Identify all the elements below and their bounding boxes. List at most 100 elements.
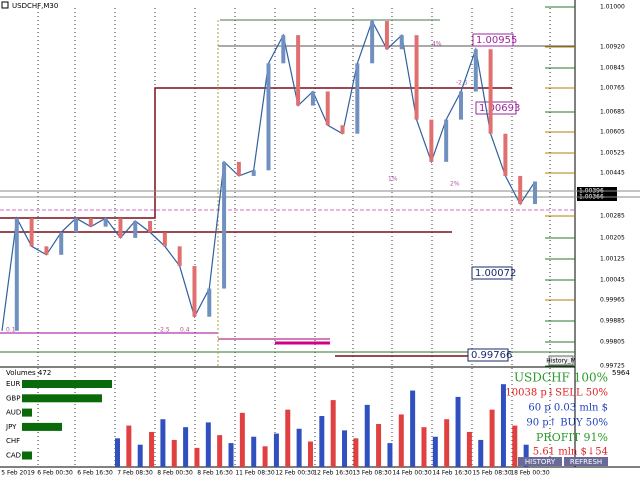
price-label: 1.00845 xyxy=(600,65,625,72)
price-label: 1.01000 xyxy=(600,4,625,11)
volume-bar xyxy=(330,400,336,467)
candle xyxy=(429,119,434,162)
price-label: 1.00685 xyxy=(600,109,625,116)
volume-bar xyxy=(273,433,279,467)
price-label: 1.00205 xyxy=(600,235,625,242)
candle xyxy=(414,35,419,120)
price-label: 1.00765 xyxy=(600,85,625,92)
volume-bar xyxy=(319,416,325,467)
volume-bar xyxy=(296,428,302,467)
candle xyxy=(222,161,227,289)
time-label: 15 Feb 08:30 xyxy=(472,470,512,477)
panel-buy: 90 p↑ BUY 50% xyxy=(526,418,608,429)
price-label: 1.00445 xyxy=(600,170,625,177)
volume-bar xyxy=(410,390,416,467)
level-label: 1.00072 xyxy=(475,268,516,279)
strength-bar xyxy=(22,451,32,460)
window-title: USDCHF,M30 xyxy=(12,2,58,10)
panel-lots2: 5.61 mln $↓54 xyxy=(533,447,608,458)
time-label: 8 Feb 16:30 xyxy=(197,470,233,477)
strength-bar xyxy=(22,394,102,403)
volume-bar xyxy=(478,439,484,467)
volume-bar xyxy=(455,396,461,467)
small-label: 0.4 xyxy=(180,327,190,334)
volume-bar xyxy=(398,414,404,467)
volume-bar xyxy=(376,423,382,467)
volume-bar xyxy=(137,444,143,467)
candle xyxy=(103,218,108,227)
panel-button[interactable] xyxy=(518,457,562,466)
candle xyxy=(74,218,79,233)
currency: EUR xyxy=(6,380,21,388)
panel-lots1: 60 p 0.03 mln $ xyxy=(528,403,608,414)
candle xyxy=(533,181,537,205)
symbol-icon xyxy=(1,1,9,9)
candle xyxy=(444,119,449,162)
time-label: 12 Feb 00:30 xyxy=(275,470,315,477)
candle xyxy=(88,218,93,227)
time-label: 14 Feb 00:30 xyxy=(392,470,432,477)
time-label: 11 Feb 08:30 xyxy=(235,470,275,477)
candle xyxy=(133,220,138,238)
level-line xyxy=(0,87,512,219)
candle xyxy=(384,21,389,50)
price-label: 0.99965 xyxy=(600,297,625,304)
volume-bar xyxy=(500,384,506,467)
price-label: 1.00285 xyxy=(600,213,625,220)
time-label: 6 Feb 00:30 xyxy=(37,470,73,477)
button-label: HISTORY xyxy=(525,458,556,466)
candle xyxy=(370,21,375,64)
volume-bar xyxy=(205,422,211,467)
candle xyxy=(473,49,478,92)
volume-bar xyxy=(523,444,529,467)
candle xyxy=(29,218,34,247)
history-button[interactable] xyxy=(548,355,574,366)
level-label: 0.99766 xyxy=(471,350,512,361)
candle xyxy=(148,220,153,233)
candle xyxy=(296,35,301,106)
volume-bar xyxy=(160,419,166,467)
candle xyxy=(14,218,19,331)
candle xyxy=(207,288,212,317)
currency: JPY xyxy=(5,423,17,431)
price-label: 1.00525 xyxy=(600,150,625,157)
candle xyxy=(281,35,286,64)
price-label: 1.00605 xyxy=(600,129,625,136)
level-label: 1.00955 xyxy=(476,35,517,46)
small-label: 1% xyxy=(388,176,398,183)
volume-axis-top: 5964 xyxy=(612,369,630,377)
volume-bar xyxy=(115,438,120,467)
candle xyxy=(162,232,167,247)
price-label: 1.00125 xyxy=(600,256,625,263)
currency: CHF xyxy=(6,437,20,445)
level-box xyxy=(467,348,509,362)
volume-bar xyxy=(353,438,359,467)
time-label: 5 Feb 2019 xyxy=(1,470,35,477)
volume-bar xyxy=(466,431,472,467)
price-label: 0.99725 xyxy=(600,363,625,370)
candle xyxy=(177,246,182,267)
panel-sell: 10038 p↓SELL 50% xyxy=(505,388,608,399)
currency: AUD xyxy=(6,409,21,417)
volume-bar xyxy=(489,409,495,467)
candle xyxy=(325,91,330,126)
candle xyxy=(355,63,360,134)
currency: GBP xyxy=(6,394,20,402)
candle xyxy=(236,161,241,176)
panel-button[interactable] xyxy=(564,457,608,466)
volume-bar xyxy=(149,431,155,467)
price-path xyxy=(1,19,536,331)
info-panel: EUR GBP AUD JPY CHF CAD USDCHF 100% 10038 p↓SEL… xyxy=(5,371,608,466)
time-label: 14 Feb 16:30 xyxy=(432,470,472,477)
small-label: 0.1 xyxy=(6,327,16,334)
small-label: 4% xyxy=(432,41,442,48)
volume-bar xyxy=(444,419,450,467)
time-label: 6 Feb 16:30 xyxy=(77,470,113,477)
small-label: -2.5 xyxy=(456,80,468,87)
plot: 1.00955 1.00693 1.00072 0.99766 4% -2.5 1% 2% 0.… xyxy=(1,19,537,467)
volume-bar xyxy=(364,404,370,467)
time-label: 8 Feb 00:30 xyxy=(157,470,193,477)
candle xyxy=(399,35,404,50)
